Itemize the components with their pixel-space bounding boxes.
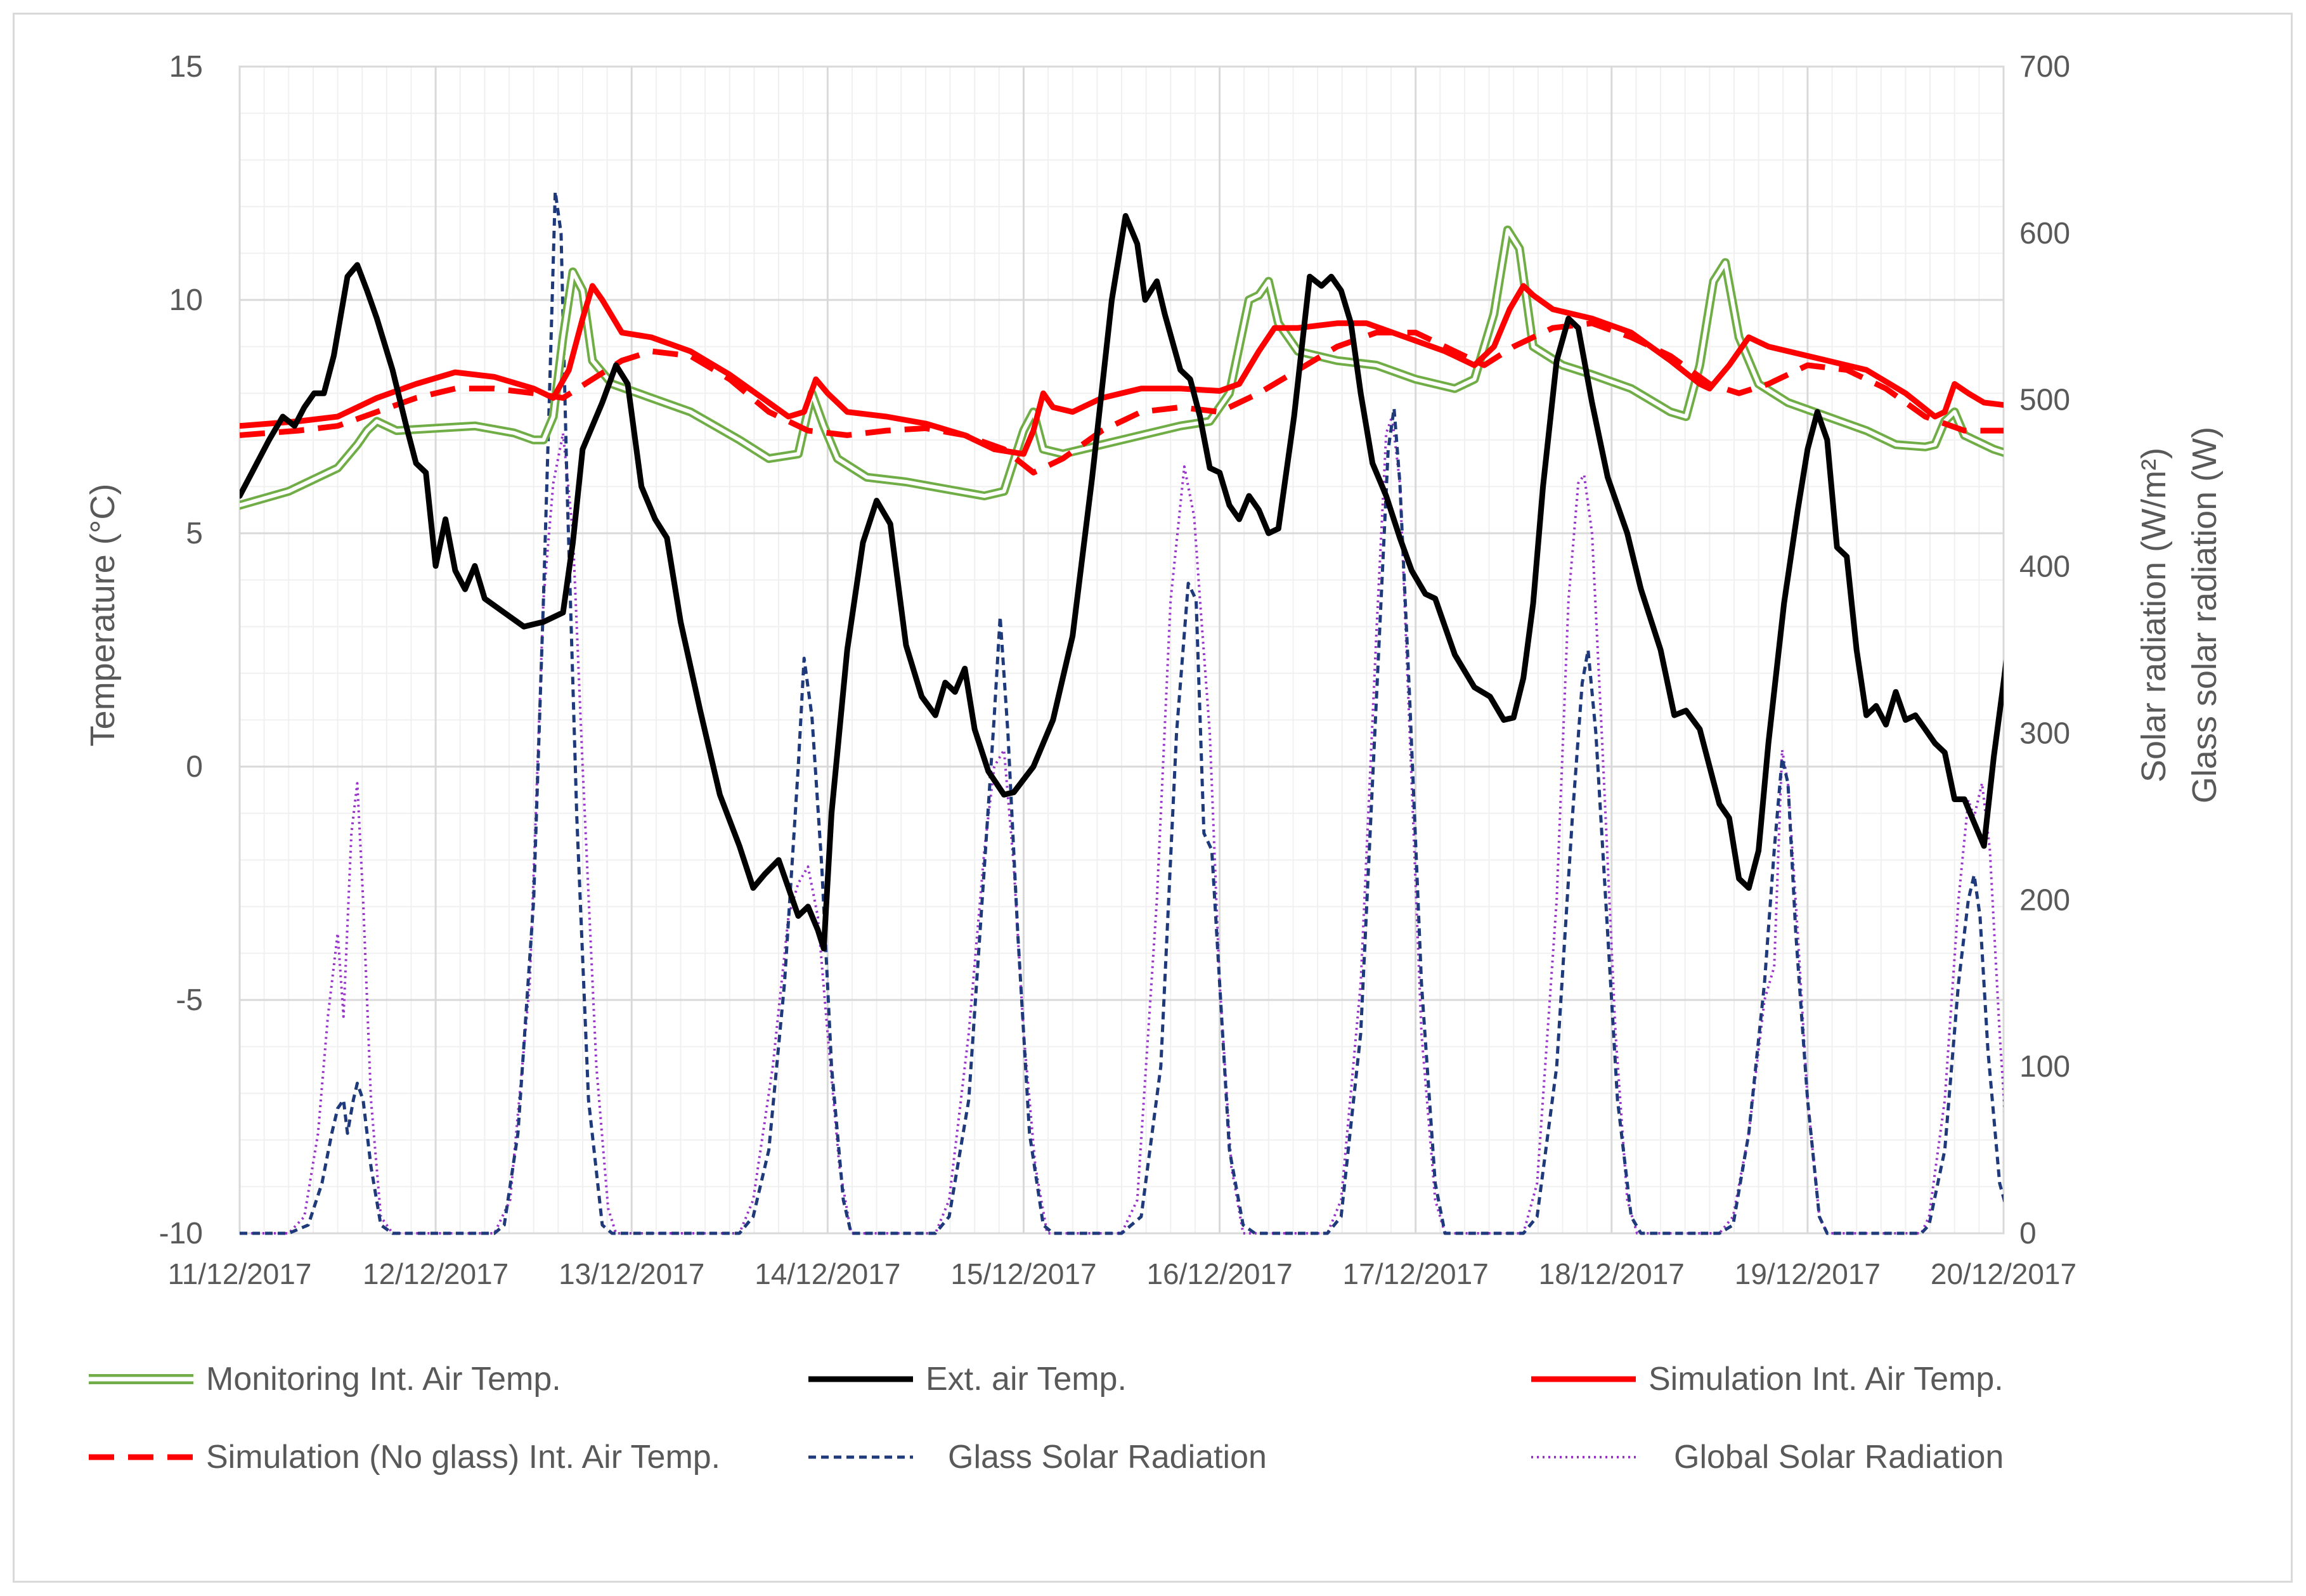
legend-item-simulation-no-glass[interactable]: Simulation (No glass) Int. Air Temp. [89,1439,720,1476]
x-tick-label: 12/12/2017 [363,1257,508,1290]
x-tick-label: 11/12/2017 [168,1257,312,1290]
y2-tick-label: 700 [2019,50,2070,84]
series-layer [240,190,2004,1235]
series-line [240,190,2004,1235]
x-tick-label: 17/12/2017 [1343,1257,1489,1290]
legend-item-ext-air[interactable]: Ext. air Temp. [808,1361,1127,1398]
x-tick-label: 13/12/2017 [559,1257,704,1290]
legend-item-monitoring[interactable]: Monitoring Int. Air Temp. [89,1361,561,1398]
series-line [240,320,2004,476]
y2-tick-label: 0 [2019,1217,2037,1250]
y2-axis-label-line1: Solar radiation (W/m²) [2135,448,2173,782]
x-tick-label: 15/12/2017 [950,1257,1096,1290]
y-tick-label: -10 [159,1217,203,1250]
x-tick-label: 19/12/2017 [1735,1257,1881,1290]
y2-tick-label: 500 [2019,384,2070,417]
legend-label-simulation-no-glass: Simulation (No glass) Int. Air Temp. [206,1439,720,1476]
legend-item-global-solar[interactable]: Global Solar Radiation [1531,1439,2004,1476]
legend-label-monitoring: Monitoring Int. Air Temp. [206,1361,561,1398]
series-simulation-no-glass-int-air-temp [240,320,2004,476]
x-tick-label: 18/12/2017 [1539,1257,1685,1290]
tick-labels: -10 -5 0 5 10 15 0 100 200 300 400 500 600 700 11/12/2… [159,50,2076,1290]
series-ext-air-temp [240,213,2004,952]
y2-tick-label: 300 [2019,717,2070,750]
legend-label-global-solar: Global Solar Radiation [1674,1439,2004,1476]
series-line [240,283,2004,457]
y2-tick-label: 100 [2019,1050,2070,1084]
x-tick-label: 20/12/2017 [1931,1257,2076,1290]
x-tick-label: 14/12/2017 [755,1257,900,1290]
y2-tick-label: 400 [2019,550,2070,584]
x-tick-label: 16/12/2017 [1146,1257,1292,1290]
series-line [240,213,2004,952]
legend: Monitoring Int. Air Temp. Ext. air Temp.… [89,1361,2004,1476]
legend-item-simulation[interactable]: Simulation Int. Air Temp. [1531,1361,2004,1398]
chart-frame [13,13,2293,1583]
y-tick-label: 5 [186,517,203,550]
y-tick-label: 10 [169,283,203,317]
series-glass-solar-radiation [240,190,2004,1235]
grid [240,65,2004,1235]
y-tick-label: -5 [176,983,203,1017]
legend-label-ext-air: Ext. air Temp. [926,1361,1127,1398]
y-axis-label: Temperature (°C) [84,484,122,747]
y2-tick-label: 600 [2019,217,2070,250]
legend-item-glass-solar[interactable]: Glass Solar Radiation [808,1439,1267,1476]
series-global-solar-radiation [240,415,2004,1235]
legend-label-simulation: Simulation Int. Air Temp. [1649,1361,2004,1398]
y2-tick-label: 200 [2019,883,2070,917]
legend-label-glass-solar: Glass Solar Radiation [948,1439,1267,1476]
y2-axis-label-line2: Glass solar radiation (W) [2186,427,2224,803]
series-simulation-int-air-temp [240,283,2004,457]
y-tick-label: 0 [186,750,203,784]
series-line [240,415,2004,1235]
y-tick-label: 15 [169,50,203,84]
